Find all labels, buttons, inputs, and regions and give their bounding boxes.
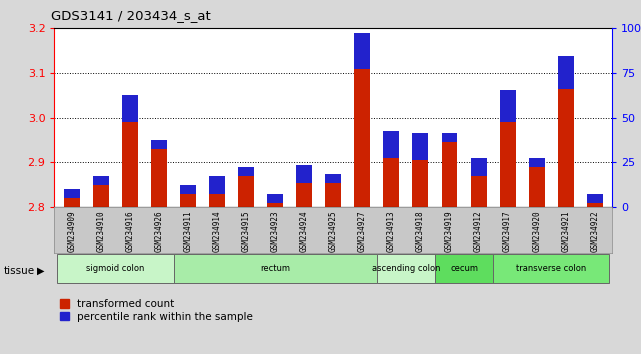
- Text: GSM234909: GSM234909: [67, 211, 76, 252]
- Bar: [209, 194, 225, 207]
- Bar: [64, 198, 80, 207]
- Bar: [442, 142, 458, 207]
- Text: GSM234925: GSM234925: [329, 211, 338, 252]
- Bar: [151, 140, 167, 149]
- Bar: [326, 173, 341, 183]
- FancyBboxPatch shape: [377, 254, 435, 283]
- Bar: [354, 33, 370, 69]
- Legend: transformed count, percentile rank within the sample: transformed count, percentile rank withi…: [60, 299, 253, 322]
- Text: rectum: rectum: [260, 264, 290, 273]
- Bar: [238, 176, 254, 207]
- Text: GSM234927: GSM234927: [358, 211, 367, 252]
- Bar: [93, 176, 109, 185]
- Bar: [529, 158, 545, 167]
- Text: GSM234918: GSM234918: [416, 211, 425, 252]
- Bar: [587, 202, 603, 207]
- Text: ascending colon: ascending colon: [372, 264, 440, 273]
- Text: GSM234920: GSM234920: [532, 211, 541, 252]
- Text: GSM234911: GSM234911: [183, 211, 192, 252]
- Bar: [558, 88, 574, 207]
- Text: GSM234917: GSM234917: [503, 211, 512, 252]
- Text: GSM234922: GSM234922: [590, 211, 599, 252]
- FancyBboxPatch shape: [174, 254, 377, 283]
- Bar: [587, 194, 603, 202]
- Bar: [296, 183, 312, 207]
- Bar: [93, 185, 109, 207]
- Text: sigmoid colon: sigmoid colon: [87, 264, 145, 273]
- Bar: [470, 158, 487, 176]
- FancyBboxPatch shape: [435, 254, 493, 283]
- Bar: [499, 90, 515, 122]
- Text: GSM234914: GSM234914: [213, 211, 222, 252]
- Bar: [151, 149, 167, 207]
- Bar: [180, 194, 196, 207]
- Bar: [529, 167, 545, 207]
- Bar: [470, 176, 487, 207]
- Bar: [238, 167, 254, 176]
- Bar: [122, 95, 138, 122]
- Text: GSM234923: GSM234923: [271, 211, 279, 252]
- Bar: [296, 165, 312, 183]
- Text: GSM234912: GSM234912: [474, 211, 483, 252]
- Bar: [499, 122, 515, 207]
- Bar: [412, 160, 428, 207]
- Text: cecum: cecum: [450, 264, 478, 273]
- Text: GSM234926: GSM234926: [154, 211, 163, 252]
- Text: GSM234924: GSM234924: [300, 211, 309, 252]
- Text: GSM234921: GSM234921: [561, 211, 570, 252]
- Bar: [383, 158, 399, 207]
- FancyBboxPatch shape: [493, 254, 609, 283]
- Bar: [558, 57, 574, 88]
- Text: GSM234913: GSM234913: [387, 211, 396, 252]
- Text: GSM234910: GSM234910: [96, 211, 106, 252]
- Text: GSM234915: GSM234915: [242, 211, 251, 252]
- Text: GSM234919: GSM234919: [445, 211, 454, 252]
- Bar: [383, 131, 399, 158]
- Text: transverse colon: transverse colon: [516, 264, 587, 273]
- Bar: [267, 194, 283, 202]
- Bar: [64, 189, 80, 198]
- Bar: [442, 133, 458, 142]
- Bar: [209, 176, 225, 194]
- Bar: [412, 133, 428, 160]
- Bar: [180, 185, 196, 194]
- FancyBboxPatch shape: [58, 254, 174, 283]
- Text: GDS3141 / 203434_s_at: GDS3141 / 203434_s_at: [51, 9, 211, 22]
- Text: ▶: ▶: [37, 266, 45, 276]
- Bar: [354, 69, 370, 207]
- Bar: [267, 202, 283, 207]
- Bar: [122, 122, 138, 207]
- Text: tissue: tissue: [3, 266, 35, 276]
- Text: GSM234916: GSM234916: [126, 211, 135, 252]
- Bar: [326, 183, 341, 207]
